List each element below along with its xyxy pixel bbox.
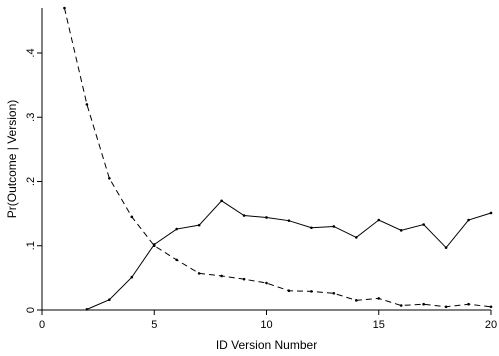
solid-series-point bbox=[489, 211, 493, 215]
solid-series-point bbox=[175, 227, 178, 231]
solid-series-point bbox=[444, 246, 448, 249]
solid-series-line bbox=[86, 200, 492, 310]
solid-series-point bbox=[399, 229, 403, 232]
dashed-series-point bbox=[310, 290, 313, 293]
solid-series-point bbox=[310, 226, 313, 230]
dashed-series-point bbox=[467, 302, 470, 306]
y-tick-label: 0 bbox=[25, 307, 37, 313]
solid-series-point bbox=[422, 223, 425, 226]
dashed-series-point bbox=[444, 305, 448, 309]
x-tick-label: 5 bbox=[151, 319, 157, 331]
solid-series-point bbox=[220, 199, 223, 203]
dashed-series-point bbox=[355, 299, 358, 302]
dashed-series-point bbox=[265, 281, 268, 285]
dashed-series-point bbox=[242, 277, 246, 281]
x-ticks: 0 5 10 15 20 bbox=[39, 310, 497, 331]
dashed-series-point bbox=[175, 258, 178, 262]
dashed-series-point bbox=[63, 6, 66, 10]
dashed-series-point bbox=[85, 103, 89, 106]
y-ticks: 0 .1 .2 .3 .4 bbox=[25, 48, 42, 313]
dashed-series-point bbox=[422, 302, 425, 306]
y-tick-label: .4 bbox=[25, 48, 37, 57]
dashed-series-point bbox=[197, 272, 201, 275]
dashed-series-point bbox=[108, 176, 111, 180]
solid-series-point bbox=[355, 236, 358, 239]
dashed-series-point bbox=[220, 274, 223, 278]
dashed-series-point bbox=[287, 289, 291, 293]
y-tick-label: .3 bbox=[25, 113, 37, 122]
solid-series-point bbox=[467, 218, 470, 222]
y-axis-title: Pr(Outcome | Version) bbox=[5, 100, 19, 219]
solid-series-point bbox=[287, 219, 291, 222]
x-tick-label: 0 bbox=[39, 319, 45, 331]
solid-series-point bbox=[265, 216, 268, 219]
series-layer bbox=[63, 6, 493, 311]
y-tick-label: .2 bbox=[25, 177, 37, 186]
dashed-series-point bbox=[130, 215, 134, 219]
x-tick-label: 15 bbox=[373, 319, 385, 331]
dashed-series-point bbox=[489, 305, 493, 309]
dashed-series-line bbox=[63, 7, 492, 308]
solid-series-point bbox=[197, 223, 201, 227]
y-tick-label: .1 bbox=[25, 241, 37, 250]
dashed-series-point bbox=[332, 291, 336, 295]
solid-series-point bbox=[108, 298, 111, 302]
solid-series-point bbox=[242, 214, 246, 217]
x-tick-label: 20 bbox=[485, 319, 497, 331]
x-axis-title: ID Version Number bbox=[216, 338, 317, 352]
solid-series-point bbox=[377, 218, 381, 222]
dashed-series-point bbox=[377, 297, 381, 300]
solid-series-point bbox=[152, 243, 156, 246]
dashed-series-point bbox=[399, 304, 403, 307]
solid-series-point bbox=[130, 275, 134, 279]
x-tick-label: 10 bbox=[260, 319, 272, 331]
solid-series-point bbox=[332, 225, 336, 228]
solid-series-point bbox=[85, 308, 89, 311]
